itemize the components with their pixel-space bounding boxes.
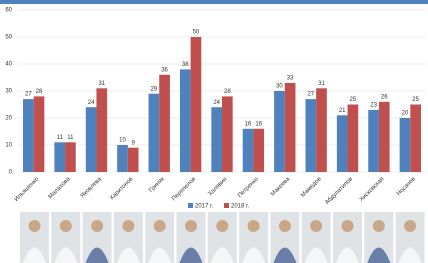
value-label: 26 (381, 94, 388, 100)
bar (285, 83, 296, 172)
legend-swatch (224, 203, 229, 208)
value-label: 16 (255, 121, 262, 127)
x-tick-label: Гриняк (148, 176, 166, 194)
bar (180, 69, 191, 172)
bar (337, 115, 348, 172)
value-label: 27 (25, 92, 32, 98)
photo-head (122, 220, 134, 232)
value-label: 20 (402, 111, 409, 117)
x-tick-label: Ильяшенко (14, 176, 41, 203)
value-label: 31 (98, 81, 105, 87)
y-tick-label: 20 (5, 116, 12, 122)
value-label: 25 (412, 97, 419, 103)
legend-swatch (188, 203, 193, 208)
chart: 0 10 20 30 40 50 60 Ильяшенко 27 28 Малахова 1111 Як… (0, 0, 428, 263)
photo-head (342, 220, 354, 232)
value-label: 38 (182, 62, 189, 68)
x-tick-label: Петренко (237, 176, 260, 199)
x-tick-label: Малахова (48, 176, 72, 200)
bar (149, 94, 160, 172)
x-tick-label: Яковлева (80, 176, 104, 200)
x-tick-label: Харитонов (109, 176, 134, 201)
value-label: 24 (213, 100, 220, 106)
photo-head (154, 220, 166, 232)
x-tick-label: Носачев (396, 176, 417, 197)
photo-head (404, 220, 416, 232)
value-label: 11 (57, 135, 64, 141)
x-tick-label: Макеева (270, 176, 292, 198)
bar (191, 37, 202, 172)
bar (368, 110, 379, 172)
bar (253, 129, 264, 172)
y-tick-label: 50 (5, 35, 12, 41)
bar (211, 107, 222, 172)
value-label: 9 (132, 140, 136, 146)
bar (400, 118, 411, 172)
bar (274, 91, 285, 172)
value-label: 30 (276, 84, 283, 90)
x-tick-label: Хисковская (359, 176, 386, 203)
bar (243, 129, 254, 172)
value-label: 11 (67, 135, 74, 141)
bar (65, 142, 76, 172)
value-label: 16 (245, 121, 252, 127)
bar (379, 102, 390, 172)
value-label: 33 (287, 75, 294, 81)
value-label: 28 (36, 89, 43, 95)
value-label: 36 (161, 67, 168, 73)
bar (117, 145, 128, 172)
photo-head (60, 220, 72, 232)
value-label: 50 (193, 30, 200, 36)
bar (305, 99, 316, 172)
value-label: 24 (88, 100, 95, 106)
y-tick-label: 0 (9, 170, 13, 176)
bar (96, 88, 107, 172)
photo-head (29, 220, 41, 232)
photo-head (373, 220, 385, 232)
photo-head (310, 220, 322, 232)
bar (54, 142, 65, 172)
bar (86, 107, 97, 172)
photo-head (248, 220, 260, 232)
value-label: 23 (370, 102, 377, 108)
value-label: 28 (224, 89, 231, 95)
bar (159, 75, 170, 172)
y-tick-label: 40 (5, 62, 12, 68)
value-label: 31 (318, 81, 325, 87)
bar (128, 148, 139, 172)
value-label: 25 (350, 97, 357, 103)
x-tick-label: Халявин (207, 176, 228, 197)
value-label: 27 (307, 92, 314, 98)
x-tick-label: Мамедов (300, 176, 322, 198)
y-tick-label: 10 (5, 143, 12, 149)
photo-head (185, 220, 197, 232)
y-tick-label: 30 (5, 89, 12, 95)
photo-strip (20, 212, 425, 263)
photo-head (91, 220, 103, 232)
bar (23, 99, 34, 172)
photo-head (279, 220, 291, 232)
bar (34, 96, 45, 172)
bar (348, 105, 359, 173)
value-label: 21 (339, 108, 346, 114)
bar (222, 96, 233, 172)
x-tick-label: Перепелов (171, 176, 197, 202)
legend-label: 2017 г. (195, 204, 213, 210)
header-band (0, 0, 428, 4)
value-label: 10 (119, 138, 126, 144)
bar (410, 105, 421, 173)
photo-head (216, 220, 228, 232)
legend-label: 2018 г. (231, 204, 249, 210)
bar (316, 88, 327, 172)
y-tick-label: 60 (5, 8, 12, 14)
x-tick-label: Абдулатипов (324, 176, 354, 206)
value-label: 29 (151, 86, 158, 92)
